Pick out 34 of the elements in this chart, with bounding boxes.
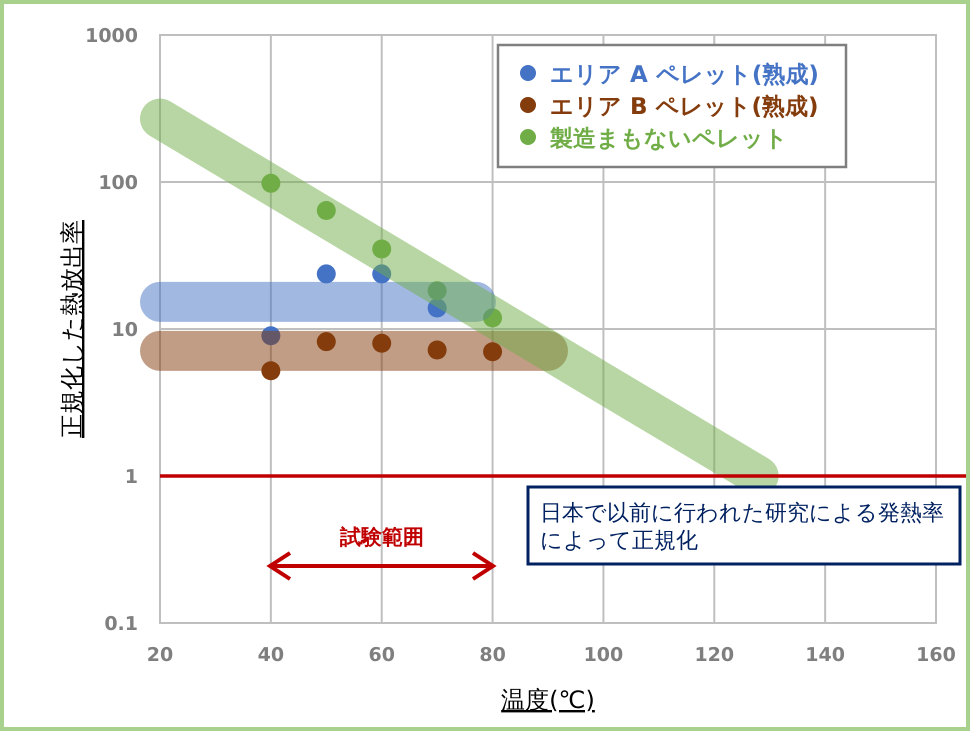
x-tick-label: 80 <box>479 644 506 666</box>
legend-label: エリア B ペレット(熟成) <box>550 94 819 120</box>
x-tick-label: 160 <box>916 644 956 666</box>
x-tick-label: 100 <box>584 644 624 666</box>
x-tick-label: 140 <box>805 644 845 666</box>
point <box>316 264 336 284</box>
y-tick-label: 10 <box>112 319 138 341</box>
point <box>428 340 447 360</box>
point <box>261 361 280 380</box>
y-tick-label: 0.1 <box>104 613 138 635</box>
point <box>372 264 392 284</box>
point <box>316 332 336 352</box>
point <box>428 281 447 300</box>
point <box>372 240 392 259</box>
x-axis-title: 温度(℃) <box>501 686 595 714</box>
legend-label: 製造まもないペレット <box>549 126 788 152</box>
legend-label: エリア A ペレット(熟成) <box>550 62 819 88</box>
y-axis-title: 正規化した熱放出率 <box>58 220 86 438</box>
point <box>261 326 280 346</box>
y-tick-label: 1 <box>124 466 138 488</box>
point <box>428 298 447 318</box>
y-tick-label: 1000 <box>85 25 138 47</box>
point <box>372 334 392 353</box>
annotation: 試験範囲 <box>339 525 424 549</box>
point <box>483 308 502 328</box>
y-tick-label: 100 <box>98 172 138 194</box>
x-tick-label: 60 <box>368 644 395 666</box>
point <box>483 342 502 362</box>
x-tick-label: 20 <box>146 644 174 666</box>
x-tick-label: 120 <box>694 644 734 666</box>
point <box>261 174 280 193</box>
annotation: 日本で以前に行われた研究による発熱率によって正規化 <box>540 501 944 554</box>
x-tick-label: 40 <box>258 644 284 666</box>
point <box>316 200 336 220</box>
